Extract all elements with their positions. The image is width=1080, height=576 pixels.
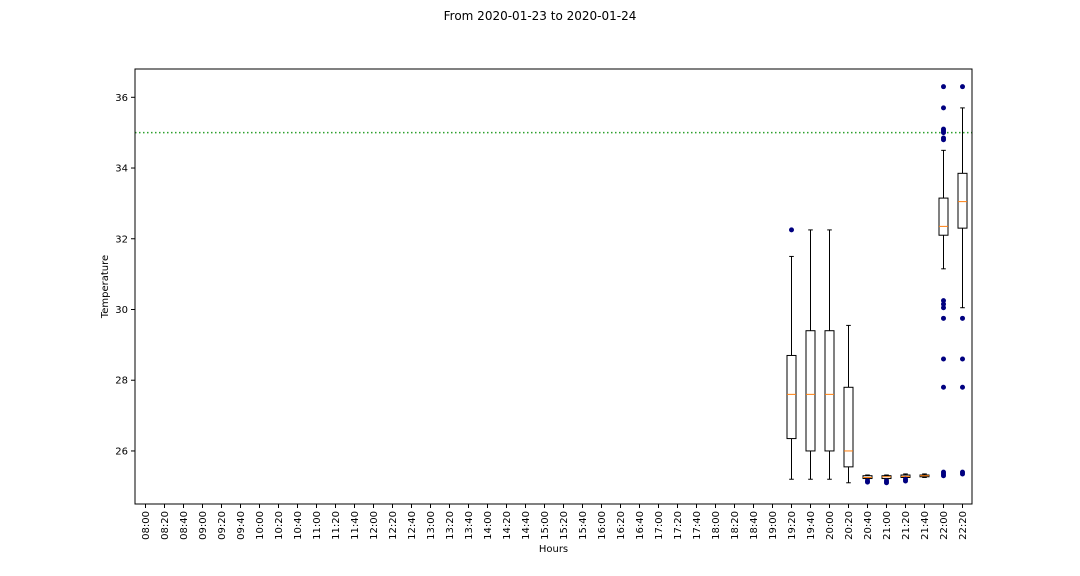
x-tick-label: 08:00 [141,511,152,540]
outlier-point [941,356,946,362]
x-tick-label: 18:20 [730,511,741,540]
x-tick-label: 16:40 [635,511,646,540]
outlier-point [941,84,946,90]
x-tick-label: 16:20 [616,511,627,540]
x-axis-label: Hours [539,544,568,555]
x-tick-label: 22:00 [939,511,950,540]
x-tick-label: 21:00 [882,511,893,540]
y-axis-label: Temperature [100,255,111,319]
outlier-point [884,478,889,484]
x-tick-label: 12:40 [407,511,418,540]
outlier-point [941,105,946,111]
outlier-point [941,315,946,321]
x-tick-label: 20:40 [863,511,874,540]
box-2220 [957,84,968,477]
x-tick-label: 17:20 [673,511,684,540]
x-tick-label: 12:00 [369,511,380,540]
x-tick-label: 22:20 [958,511,969,540]
box-body [843,386,854,468]
x-tick-label: 17:00 [654,511,665,540]
x-tick-label: 11:40 [350,511,361,540]
plot-marks [135,84,972,486]
y-tick-label: 26 [115,446,128,457]
outlier-point [941,130,946,136]
outlier-point [941,384,946,390]
x-tick-label: 13:40 [464,511,475,540]
box-body [786,354,797,440]
x-axis: 08:00 08:20 08:40 09:00 09:20 09:40 10:00 10:20… [141,504,969,540]
x-tick-label: 18:00 [711,511,722,540]
outlier-point [960,471,965,477]
box-2140 [919,473,930,478]
x-tick-label: 19:40 [806,511,817,540]
x-tick-label: 20:00 [825,511,836,540]
x-tick-label: 12:20 [388,511,399,540]
box-1920 [786,227,797,480]
box-2020 [843,324,854,484]
x-tick-label: 21:20 [901,511,912,540]
x-tick-label: 09:20 [217,511,228,540]
x-tick-label: 08:40 [179,511,190,540]
x-tick-label: 09:00 [198,511,209,540]
outlier-point [789,227,794,233]
x-tick-label: 15:00 [540,511,551,540]
box-2100 [881,474,892,486]
box-2120 [900,473,911,484]
outlier-point [941,305,946,311]
x-tick-label: 10:40 [293,511,304,540]
outlier-point [903,476,908,482]
box-2040 [862,474,873,485]
x-tick-label: 13:20 [445,511,456,540]
x-tick-label: 15:20 [559,511,570,540]
outlier-point [960,315,965,321]
y-tick-label: 34 [115,164,128,175]
x-tick-label: 21:40 [920,511,931,540]
outlier-point [865,478,870,484]
box-body [805,330,816,452]
outlier-point [941,137,946,143]
y-tick-label: 28 [115,376,128,387]
outlier-point [960,384,965,390]
x-tick-label: 09:40 [236,511,247,540]
x-tick-label: 10:20 [274,511,285,540]
x-tick-label: 18:40 [749,511,760,540]
outlier-point [960,356,965,362]
box-body [938,197,949,236]
outlier-point [960,84,965,90]
box-2200 [938,84,949,479]
box-body [957,172,968,229]
x-tick-label: 14:00 [483,511,494,540]
x-tick-label: 08:20 [160,511,171,540]
y-axis: 26 28 30 32 34 36 [115,93,135,457]
box-body [824,330,835,452]
outlier-point [941,473,946,479]
x-tick-label: 19:00 [768,511,779,540]
box-2000 [824,229,835,480]
x-tick-label: 14:40 [521,511,532,540]
x-tick-label: 11:20 [331,511,342,540]
x-tick-label: 11:00 [312,511,323,540]
x-tick-label: 16:00 [597,511,608,540]
x-tick-label: 15:40 [578,511,589,540]
box-1940 [805,229,816,480]
x-tick-label: 13:00 [426,511,437,540]
y-tick-label: 36 [115,93,128,104]
y-tick-label: 32 [115,234,128,245]
chart-title: From 2020-01-23 to 2020-01-24 [443,9,637,23]
x-tick-label: 17:40 [692,511,703,540]
plot-frame [134,68,973,505]
y-tick-label: 30 [115,305,128,316]
x-tick-label: 10:00 [255,511,266,540]
x-tick-label: 20:20 [844,511,855,540]
x-tick-label: 19:20 [787,511,798,540]
x-tick-label: 14:20 [502,511,513,540]
